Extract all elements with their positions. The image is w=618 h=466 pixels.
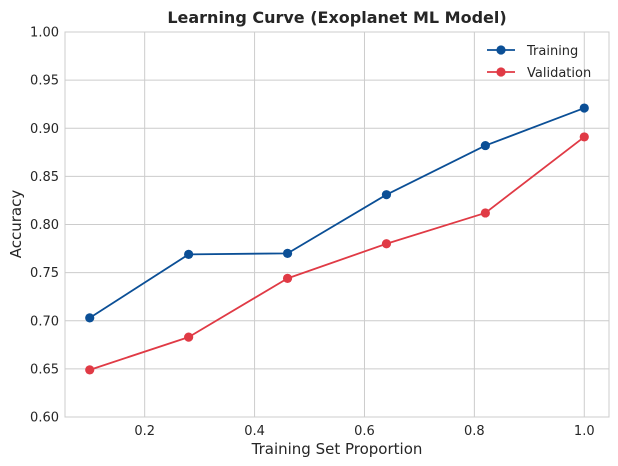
x-tick-label: 1.0	[574, 424, 595, 439]
training-data-point	[381, 190, 392, 200]
legend-training-marker	[496, 45, 506, 55]
validation-data-point	[381, 239, 392, 249]
validation-series-line	[89, 136, 585, 371]
y-axis-title: Accuracy	[7, 190, 25, 259]
x-tick-label: 0.2	[134, 424, 155, 439]
x-axis-title: Training Set Proportion	[251, 440, 423, 458]
series-group	[85, 103, 589, 375]
validation-data-point	[184, 332, 194, 342]
x-tick-label: 0.8	[464, 424, 485, 439]
training-data-point	[282, 248, 293, 258]
y-tick-label: 1.00	[30, 26, 59, 41]
training-series-line	[89, 107, 585, 319]
y-tick-label: 0.80	[30, 218, 59, 233]
validation-data-point	[85, 365, 95, 375]
y-tick-label: 0.65	[30, 362, 59, 377]
validation-data-point	[282, 273, 293, 283]
training-data-point	[579, 103, 589, 113]
x-tick-label: 0.4	[244, 424, 265, 439]
training-data-point	[480, 140, 490, 151]
legend: Training Validation	[487, 44, 591, 81]
training-data-point	[184, 249, 194, 259]
validation-data-point	[480, 208, 490, 218]
validation-data-point	[579, 132, 589, 142]
y-axis-ticks: 0.60 0.65 0.70 0.75 0.80 0.85 0.90 0.95 1.00	[30, 26, 59, 426]
y-tick-label: 0.75	[30, 266, 59, 281]
y-tick-label: 0.95	[30, 74, 59, 89]
x-tick-label: 0.6	[354, 424, 375, 439]
legend-training-label: Training	[526, 44, 578, 59]
legend-validation-marker	[496, 67, 506, 77]
legend-validation-label: Validation	[527, 66, 591, 81]
training-data-point	[85, 313, 95, 323]
y-tick-label: 0.85	[30, 170, 59, 185]
chart-title: Learning Curve (Exoplanet ML Model)	[167, 8, 506, 27]
y-tick-label: 0.90	[30, 122, 59, 137]
plot-frame	[64, 31, 610, 418]
y-tick-label: 0.60	[30, 411, 59, 426]
y-tick-label: 0.70	[30, 314, 59, 329]
x-axis-ticks: 0.2 0.4 0.6 0.8 1.0	[134, 424, 594, 439]
